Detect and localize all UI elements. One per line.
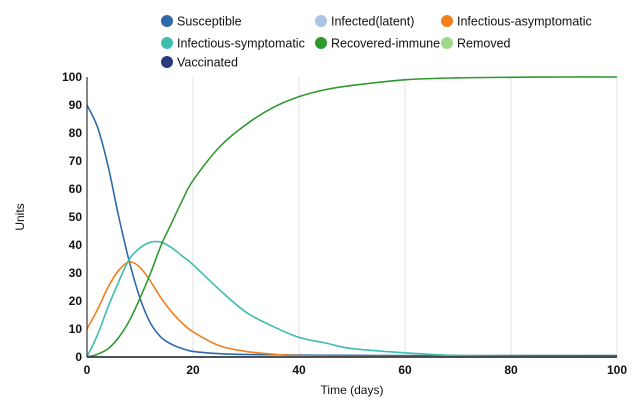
legend-item-recovered-immune[interactable]: Recovered-immune	[315, 37, 440, 51]
legend-swatch	[161, 56, 173, 68]
series-layer	[86, 76, 618, 358]
legend-swatch	[315, 37, 327, 49]
y-tick-label: 90	[69, 98, 83, 112]
x-tick-label: 100	[607, 363, 627, 377]
legend-swatch	[161, 15, 173, 27]
legend-label: Susceptible	[177, 15, 242, 29]
y-axis-label: Units	[13, 203, 27, 230]
x-tick-label: 40	[292, 363, 306, 377]
legend-swatch	[441, 15, 453, 27]
legend-label: Infectious-symptomatic	[177, 37, 305, 51]
ticks: 0 20 40 60 80 100 0 10 20 30 40 50 60 70 80 90 100	[62, 70, 627, 377]
legend-item-infectious-symptomatic[interactable]: Infectious-symptomatic	[161, 37, 305, 51]
series-line-recovered-immune	[86, 76, 618, 358]
legend-swatch	[441, 37, 453, 49]
y-tick-label: 30	[69, 266, 83, 280]
legend-item-vaccinated[interactable]: Vaccinated	[161, 56, 238, 70]
x-axis-label: Time (days)	[321, 383, 384, 397]
y-tick-label: 50	[69, 210, 83, 224]
y-tick-label: 60	[69, 182, 83, 196]
legend-item-susceptible[interactable]: Susceptible	[161, 15, 242, 29]
x-tick-label: 80	[504, 363, 518, 377]
legend-label: Removed	[457, 37, 511, 51]
legend: Susceptible Infected(latent) Infectious-as…	[161, 15, 592, 70]
legend-label: Infected(latent)	[331, 15, 414, 29]
y-tick-label: 80	[69, 126, 83, 140]
y-tick-label: 70	[69, 154, 83, 168]
y-tick-label: 0	[75, 350, 82, 364]
legend-item-infected-latent[interactable]: Infected(latent)	[315, 15, 414, 29]
x-tick-label: 20	[186, 363, 200, 377]
legend-label: Recovered-immune	[331, 37, 440, 51]
y-tick-label: 20	[69, 294, 83, 308]
legend-item-infectious-asymptomatic[interactable]: Infectious-asymptomatic	[441, 15, 592, 29]
y-tick-label: 40	[69, 238, 83, 252]
y-tick-label: 100	[62, 70, 82, 84]
x-tick-label: 60	[398, 363, 412, 377]
axes	[86, 77, 617, 358]
series-line-susceptible	[86, 104, 617, 357]
legend-label: Infectious-asymptomatic	[457, 15, 592, 29]
series-line-infectious-asymptomatic	[86, 260, 617, 358]
y-tick-label: 10	[69, 322, 83, 336]
legend-label: Vaccinated	[177, 56, 238, 70]
legend-swatch	[161, 37, 173, 49]
series-line-infectious-symptomatic	[86, 240, 618, 358]
legend-item-removed[interactable]: Removed	[441, 37, 511, 51]
legend-swatch	[315, 15, 327, 27]
x-tick-label: 0	[84, 363, 91, 377]
grid	[192, 77, 618, 357]
